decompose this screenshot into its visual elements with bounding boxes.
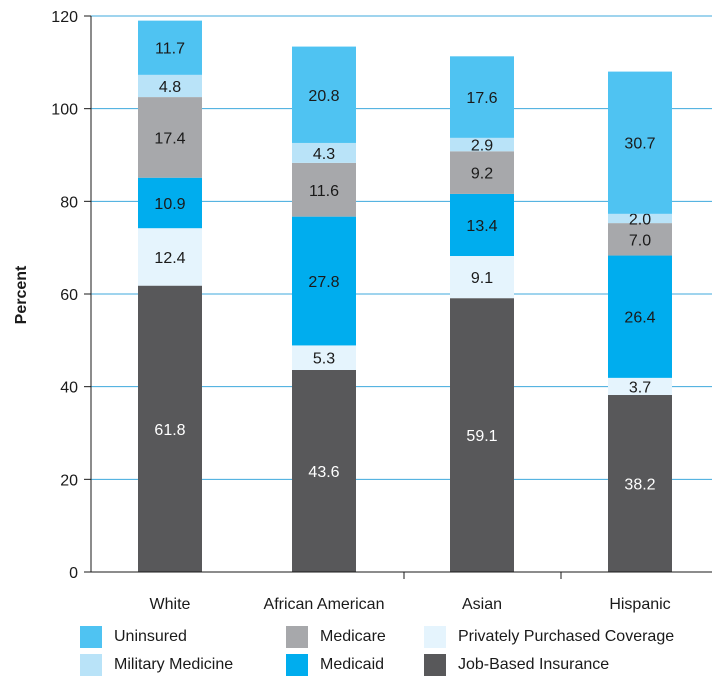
bar-segment: [138, 285, 202, 572]
bar-segment: [450, 56, 514, 138]
data-label: 4.8: [159, 79, 181, 96]
axes: 0 20 40 60 80 100 120 White African American Asia…: [51, 9, 712, 613]
bar-stack: 43.6 5.3 27.8 11.6 4.3 20.8: [292, 46, 356, 572]
bar-stack: 38.2 3.7 26.4 7.0 2.0 30.7: [608, 71, 672, 572]
y-tick-label: 100: [51, 102, 78, 119]
bar-segment: [608, 377, 672, 396]
data-label: 11.6: [309, 183, 339, 200]
bar-segment: [450, 256, 514, 299]
y-axis-label: Percent: [13, 265, 30, 324]
data-label: 27.8: [308, 274, 339, 291]
bar-segment: [608, 71, 672, 214]
bar-segment: [608, 223, 672, 256]
data-label: 12.4: [154, 250, 185, 267]
data-label: 30.7: [624, 136, 655, 153]
data-label: 2.0: [629, 211, 651, 228]
data-label: 9.1: [471, 270, 493, 287]
data-label: 43.6: [308, 464, 339, 481]
data-label: 4.3: [313, 146, 335, 163]
y-tick-label: 40: [60, 380, 78, 397]
bar-segment: [292, 142, 356, 163]
bar-stack: 61.8 12.4 10.9 17.4 4.8 11.7: [138, 20, 202, 572]
bar-stack: 59.1 9.1 13.4 9.2 2.9 17.6: [450, 56, 514, 572]
bar-segment: [292, 46, 356, 143]
data-label: 2.9: [471, 138, 493, 155]
bar-stacks: 61.8 12.4 10.9 17.4 4.8 11.7 43.6 5.3 27.8 11.6 4.…: [138, 20, 672, 572]
y-tick-label: 0: [69, 565, 78, 582]
data-label: 5.3: [313, 351, 335, 368]
data-label: 10.9: [154, 196, 185, 213]
data-label: 9.2: [471, 166, 493, 183]
data-label: 3.7: [629, 379, 651, 396]
data-label: 20.8: [308, 88, 339, 105]
bar-segment: [450, 193, 514, 257]
bar-segment: [608, 255, 672, 378]
bar-segment: [608, 395, 672, 572]
x-tick-label: Hispanic: [609, 596, 670, 613]
y-tick-label: 80: [60, 194, 78, 211]
bar-segment: [450, 298, 514, 572]
y-tick-label: 20: [60, 472, 78, 489]
data-label: 61.8: [154, 422, 185, 439]
bar-segment: [292, 162, 356, 217]
data-label: 59.1: [466, 428, 497, 445]
bar-segment: [138, 177, 202, 229]
bar-segment: [138, 74, 202, 98]
data-label: 17.6: [466, 90, 497, 107]
data-label: 17.4: [154, 130, 185, 147]
y-tick-label: 120: [51, 9, 78, 26]
x-tick-label: African American: [264, 596, 385, 613]
bar-segment: [292, 369, 356, 572]
bar-segment: [138, 97, 202, 178]
bar-segment: [450, 137, 514, 152]
data-label: 13.4: [466, 218, 497, 235]
y-tick-label: 60: [60, 287, 78, 304]
bar-segment: [138, 20, 202, 75]
bar-segment: [608, 213, 672, 224]
data-label: 26.4: [624, 310, 655, 327]
bar-segment: [138, 228, 202, 286]
bar-segment: [292, 216, 356, 346]
data-label: 11.7: [155, 41, 185, 58]
data-label: 7.0: [629, 232, 651, 249]
bar-segment: [450, 151, 514, 194]
x-tick-label: White: [150, 596, 191, 613]
bar-segment: [292, 345, 356, 370]
data-label: 38.2: [624, 477, 655, 494]
x-tick-label: Asian: [462, 596, 502, 613]
